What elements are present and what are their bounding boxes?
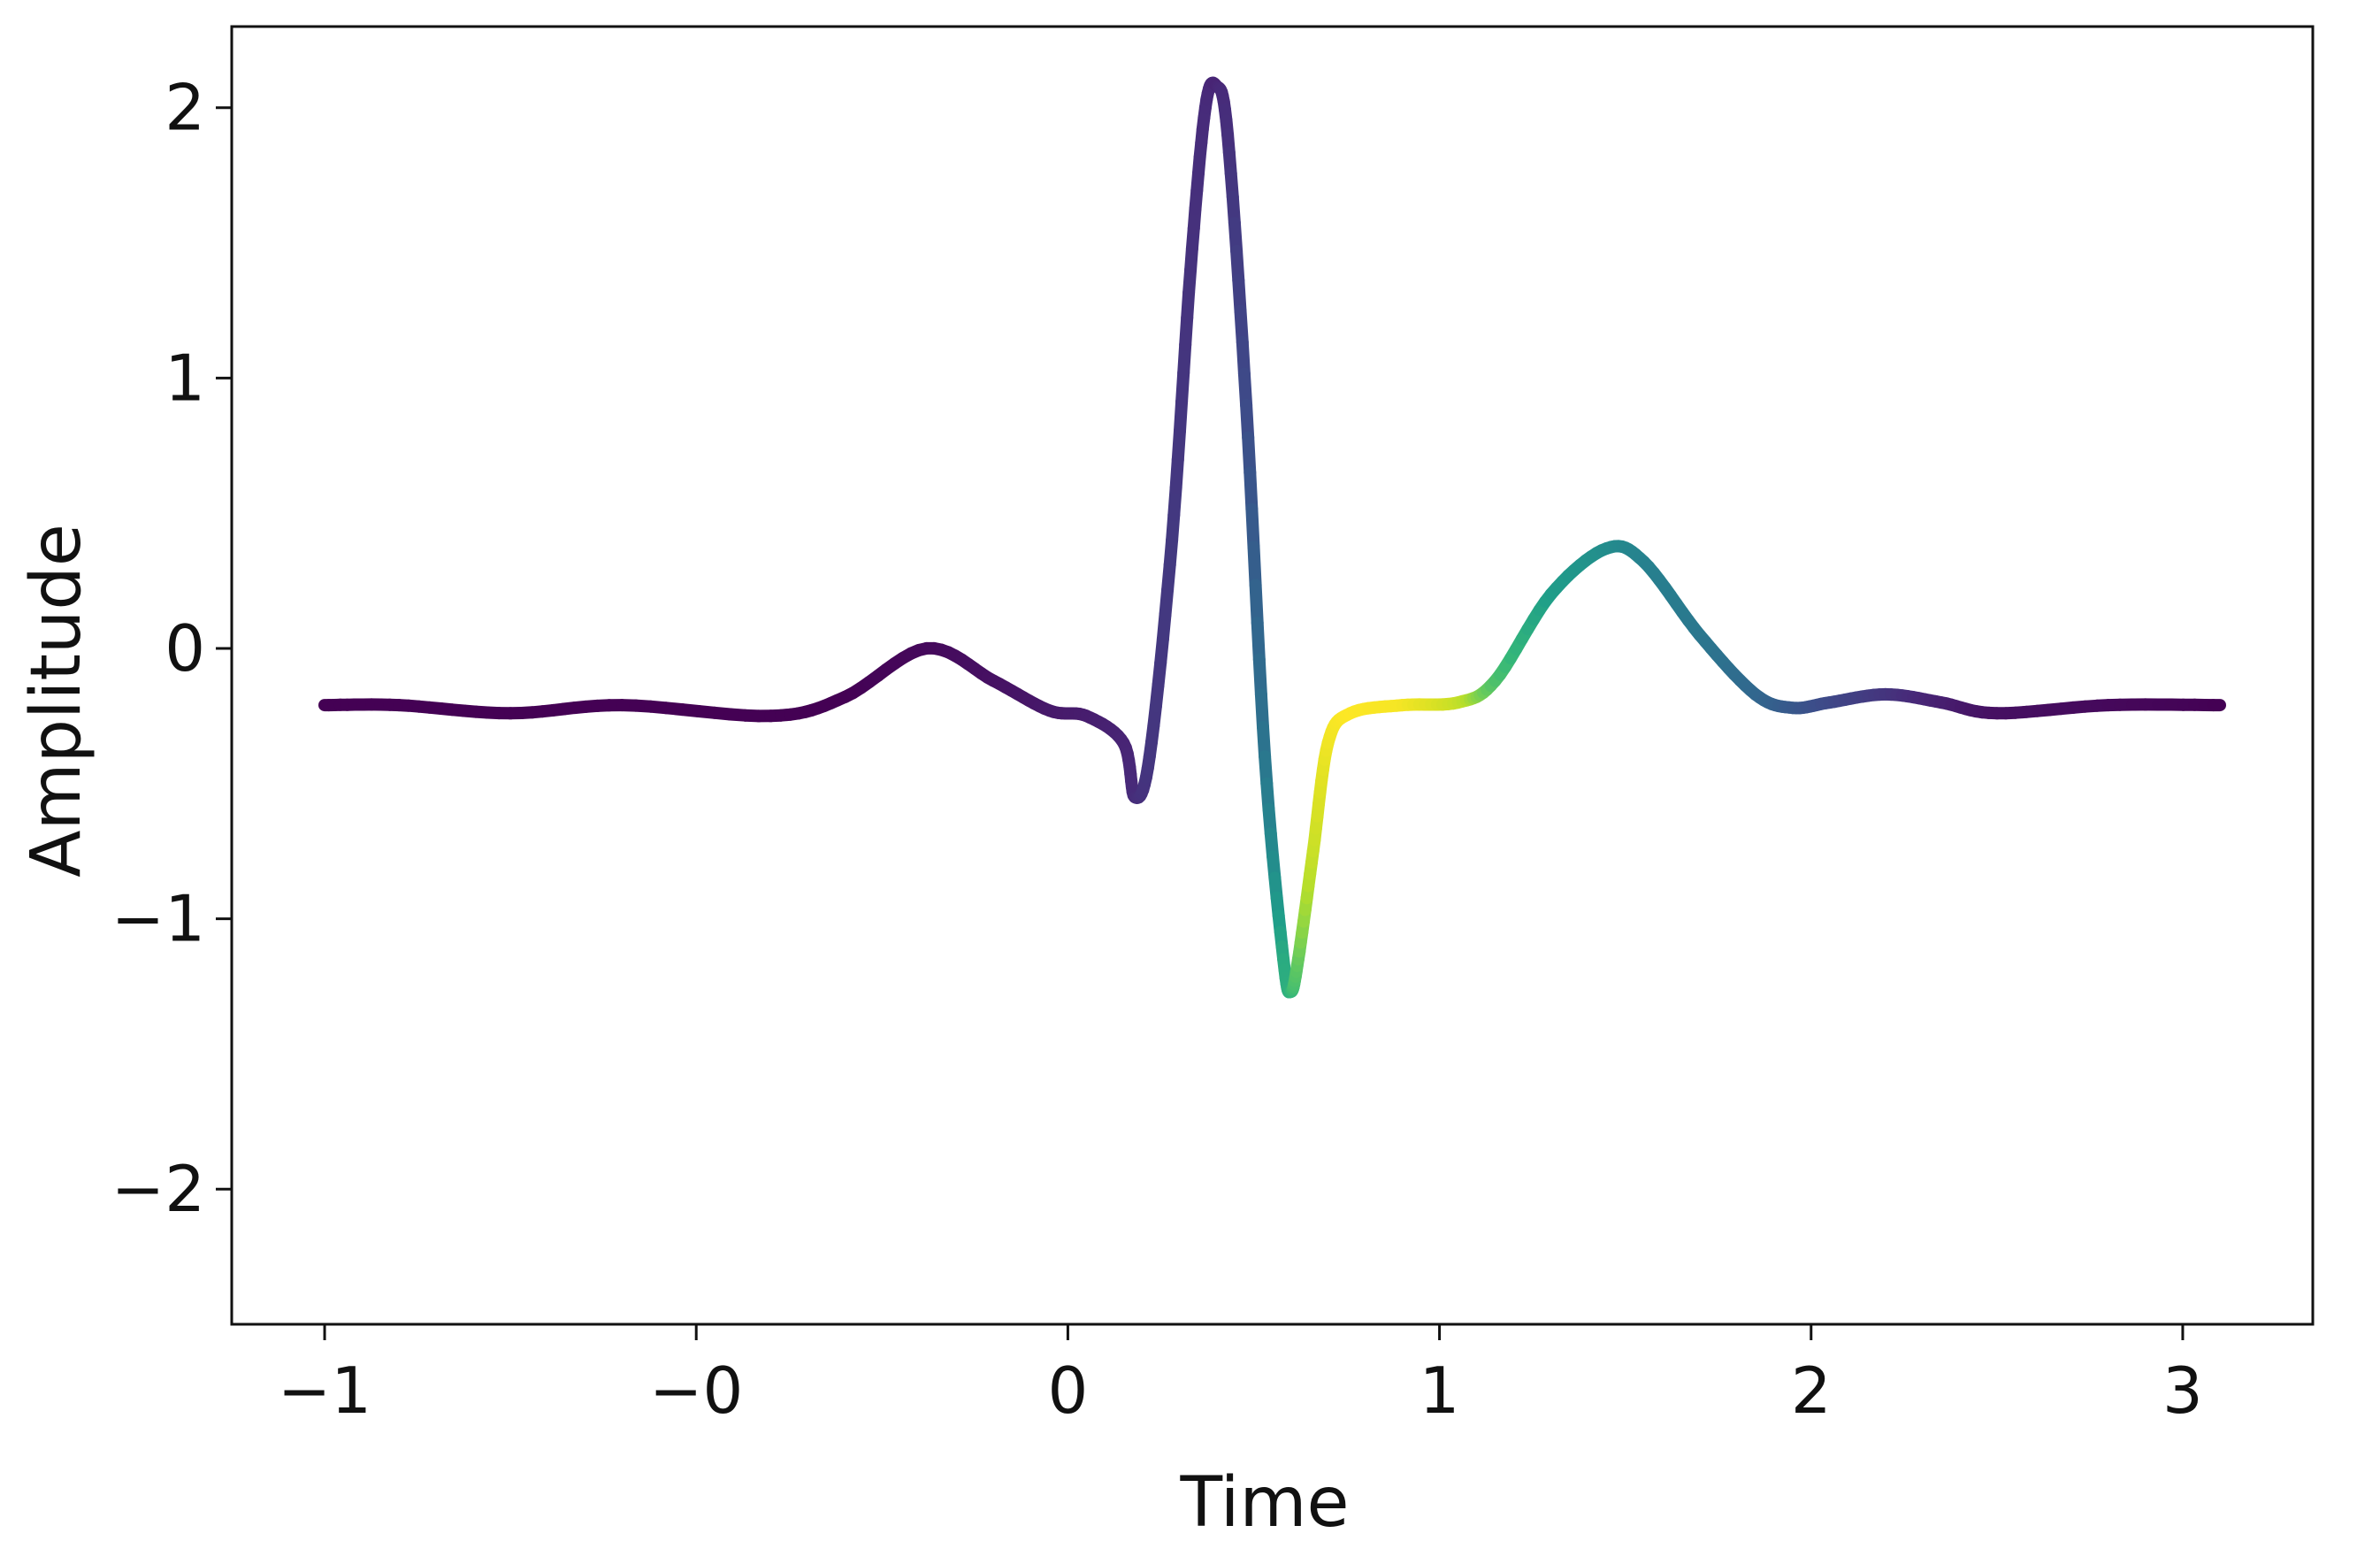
x-tick-label: 2	[1791, 1353, 1832, 1428]
plot-frame	[232, 27, 2313, 1324]
y-tick-label: 1	[165, 341, 205, 415]
x-axis-label: Time	[1180, 1463, 1350, 1543]
x-tick-label: −0	[649, 1353, 743, 1428]
x-tick-label: −1	[278, 1353, 371, 1428]
y-tick-label: 2	[165, 71, 205, 145]
y-axis-label: Amplitude	[17, 524, 96, 878]
y-tick-label: −1	[111, 882, 205, 956]
x-tick-label: 3	[2162, 1353, 2203, 1428]
y-axis-ticks: 2 1 0 −1 −2	[111, 71, 232, 1227]
x-tick-label: 1	[1420, 1353, 1460, 1428]
y-tick-label: 0	[165, 611, 205, 686]
y-tick-label: −2	[111, 1152, 205, 1226]
x-axis-ticks: −1 −0 0 1 2 3	[278, 1324, 2203, 1428]
signal-line	[325, 83, 2220, 993]
x-tick-label: 0	[1047, 1353, 1088, 1428]
